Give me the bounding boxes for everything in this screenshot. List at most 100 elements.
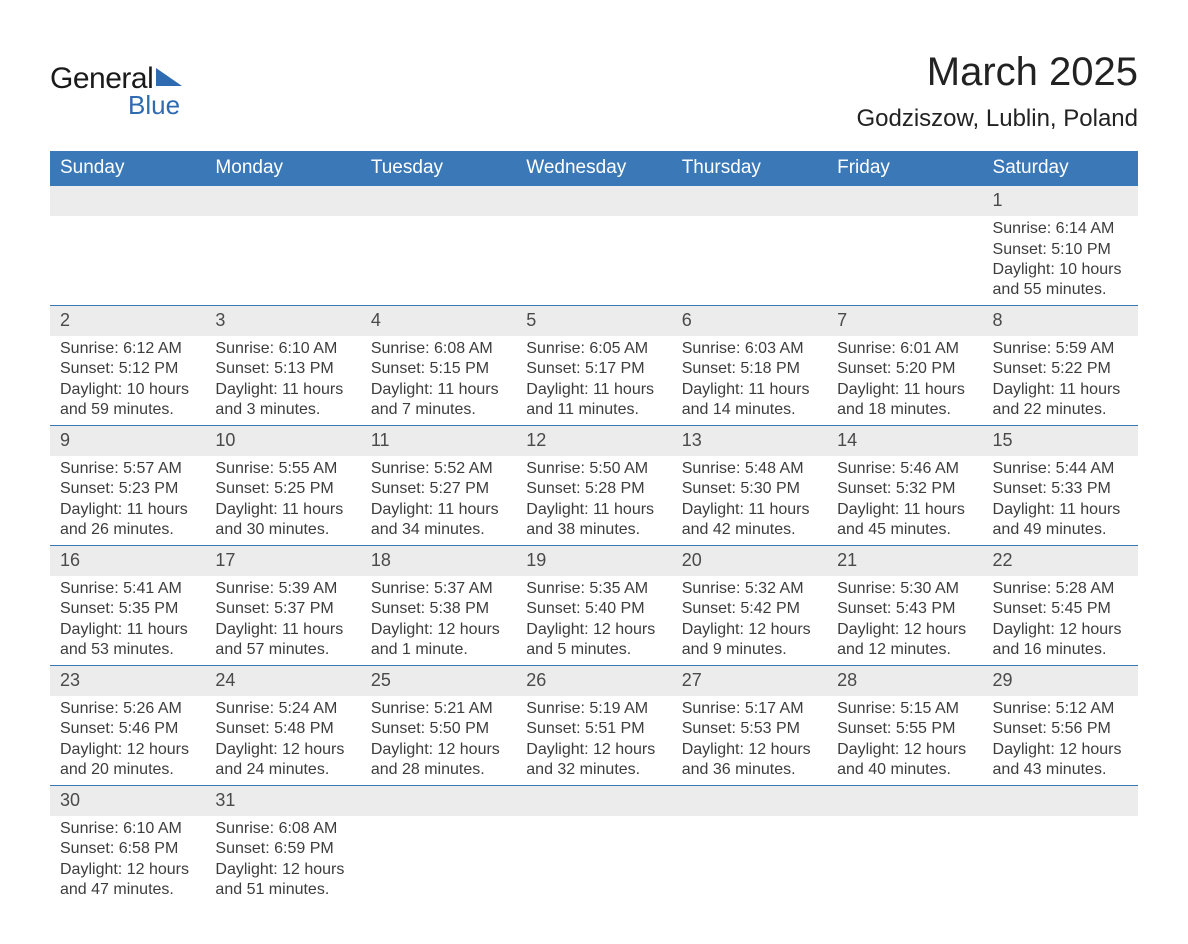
sunset-text: Sunset: 5:50 PM [371,719,506,739]
day-data: Sunrise: 6:12 AMSunset: 5:12 PMDaylight:… [50,336,205,421]
daylight-text-2: and 53 minutes. [60,640,195,660]
daylight-text-1: Daylight: 10 hours [60,380,195,400]
day-number: 23 [50,666,205,696]
day-number: 17 [205,546,360,576]
sunset-text: Sunset: 5:46 PM [60,719,195,739]
daylight-text-2: and 47 minutes. [60,880,195,900]
calendar-cell [672,785,827,904]
day-header: Monday [205,151,360,186]
daylight-text-2: and 59 minutes. [60,400,195,420]
calendar-cell: 16Sunrise: 5:41 AMSunset: 5:35 PMDayligh… [50,545,205,665]
daylight-text-2: and 24 minutes. [215,760,350,780]
daylight-text-2: and 7 minutes. [371,400,506,420]
daylight-text-1: Daylight: 12 hours [215,860,350,880]
day-number [50,186,205,216]
day-data: Sunrise: 5:37 AMSunset: 5:38 PMDaylight:… [361,576,516,661]
day-number: 10 [205,426,360,456]
day-number: 7 [827,306,982,336]
title-block: March 2025 Godziszow, Lublin, Poland [856,50,1138,133]
day-number [827,786,982,816]
daylight-text-2: and 34 minutes. [371,520,506,540]
sunset-text: Sunset: 5:42 PM [682,599,817,619]
daylight-text-2: and 11 minutes. [526,400,661,420]
day-data: Sunrise: 5:41 AMSunset: 5:35 PMDaylight:… [50,576,205,661]
sunset-text: Sunset: 5:18 PM [682,359,817,379]
day-header: Saturday [983,151,1138,186]
calendar-cell: 12Sunrise: 5:50 AMSunset: 5:28 PMDayligh… [516,425,671,545]
sunrise-text: Sunrise: 5:32 AM [682,579,817,599]
sunset-text: Sunset: 5:37 PM [215,599,350,619]
calendar-cell [361,785,516,904]
sunrise-text: Sunrise: 5:41 AM [60,579,195,599]
sunrise-text: Sunrise: 5:24 AM [215,699,350,719]
day-data: Sunrise: 5:19 AMSunset: 5:51 PMDaylight:… [516,696,671,781]
sunrise-text: Sunrise: 6:08 AM [371,339,506,359]
day-data: Sunrise: 5:46 AMSunset: 5:32 PMDaylight:… [827,456,982,541]
calendar-cell [983,785,1138,904]
daylight-text-1: Daylight: 11 hours [993,500,1128,520]
daylight-text-2: and 57 minutes. [215,640,350,660]
day-number [361,786,516,816]
day-number: 12 [516,426,671,456]
daylight-text-1: Daylight: 11 hours [215,380,350,400]
sunrise-text: Sunrise: 5:21 AM [371,699,506,719]
day-header-row: Sunday Monday Tuesday Wednesday Thursday… [50,151,1138,186]
sunset-text: Sunset: 5:45 PM [993,599,1128,619]
day-data: Sunrise: 5:15 AMSunset: 5:55 PMDaylight:… [827,696,982,781]
calendar-cell: 21Sunrise: 5:30 AMSunset: 5:43 PMDayligh… [827,545,982,665]
calendar-head: Sunday Monday Tuesday Wednesday Thursday… [50,151,1138,186]
day-number [827,186,982,216]
sunset-text: Sunset: 5:51 PM [526,719,661,739]
day-number: 20 [672,546,827,576]
daylight-text-1: Daylight: 11 hours [60,500,195,520]
sunrise-text: Sunrise: 5:50 AM [526,459,661,479]
day-header: Tuesday [361,151,516,186]
calendar-cell: 26Sunrise: 5:19 AMSunset: 5:51 PMDayligh… [516,665,671,785]
sunrise-text: Sunrise: 6:14 AM [993,219,1128,239]
calendar-cell: 1Sunrise: 6:14 AMSunset: 5:10 PMDaylight… [983,186,1138,305]
page-header: General Blue March 2025 Godziszow, Lubli… [50,50,1138,133]
day-data: Sunrise: 6:14 AMSunset: 5:10 PMDaylight:… [983,216,1138,301]
sunset-text: Sunset: 5:20 PM [837,359,972,379]
calendar-cell: 28Sunrise: 5:15 AMSunset: 5:55 PMDayligh… [827,665,982,785]
location-subtitle: Godziszow, Lublin, Poland [856,105,1138,133]
day-header: Thursday [672,151,827,186]
daylight-text-2: and 9 minutes. [682,640,817,660]
day-data: Sunrise: 5:48 AMSunset: 5:30 PMDaylight:… [672,456,827,541]
day-number: 26 [516,666,671,696]
sunrise-text: Sunrise: 5:39 AM [215,579,350,599]
daylight-text-2: and 38 minutes. [526,520,661,540]
day-number: 2 [50,306,205,336]
daylight-text-1: Daylight: 11 hours [371,380,506,400]
day-number: 3 [205,306,360,336]
calendar-cell: 14Sunrise: 5:46 AMSunset: 5:32 PMDayligh… [827,425,982,545]
day-data: Sunrise: 5:32 AMSunset: 5:42 PMDaylight:… [672,576,827,661]
calendar-week-row: 9Sunrise: 5:57 AMSunset: 5:23 PMDaylight… [50,425,1138,545]
day-number: 1 [983,186,1138,216]
daylight-text-2: and 49 minutes. [993,520,1128,540]
day-data: Sunrise: 5:21 AMSunset: 5:50 PMDaylight:… [361,696,516,781]
day-data: Sunrise: 6:10 AMSunset: 6:58 PMDaylight:… [50,816,205,901]
calendar-cell: 31Sunrise: 6:08 AMSunset: 6:59 PMDayligh… [205,785,360,904]
daylight-text-1: Daylight: 12 hours [837,620,972,640]
sunset-text: Sunset: 5:17 PM [526,359,661,379]
sunrise-text: Sunrise: 5:15 AM [837,699,972,719]
daylight-text-1: Daylight: 12 hours [526,620,661,640]
daylight-text-2: and 20 minutes. [60,760,195,780]
day-number: 18 [361,546,516,576]
day-data: Sunrise: 5:28 AMSunset: 5:45 PMDaylight:… [983,576,1138,661]
daylight-text-2: and 43 minutes. [993,760,1128,780]
day-header: Wednesday [516,151,671,186]
day-number: 28 [827,666,982,696]
sunrise-text: Sunrise: 5:30 AM [837,579,972,599]
daylight-text-1: Daylight: 11 hours [526,500,661,520]
sunrise-text: Sunrise: 6:01 AM [837,339,972,359]
sunrise-text: Sunrise: 5:46 AM [837,459,972,479]
calendar-cell: 30Sunrise: 6:10 AMSunset: 6:58 PMDayligh… [50,785,205,904]
day-data: Sunrise: 5:39 AMSunset: 5:37 PMDaylight:… [205,576,360,661]
day-data: Sunrise: 5:30 AMSunset: 5:43 PMDaylight:… [827,576,982,661]
sunrise-text: Sunrise: 5:55 AM [215,459,350,479]
daylight-text-1: Daylight: 12 hours [993,620,1128,640]
calendar-cell: 20Sunrise: 5:32 AMSunset: 5:42 PMDayligh… [672,545,827,665]
calendar-cell: 18Sunrise: 5:37 AMSunset: 5:38 PMDayligh… [361,545,516,665]
